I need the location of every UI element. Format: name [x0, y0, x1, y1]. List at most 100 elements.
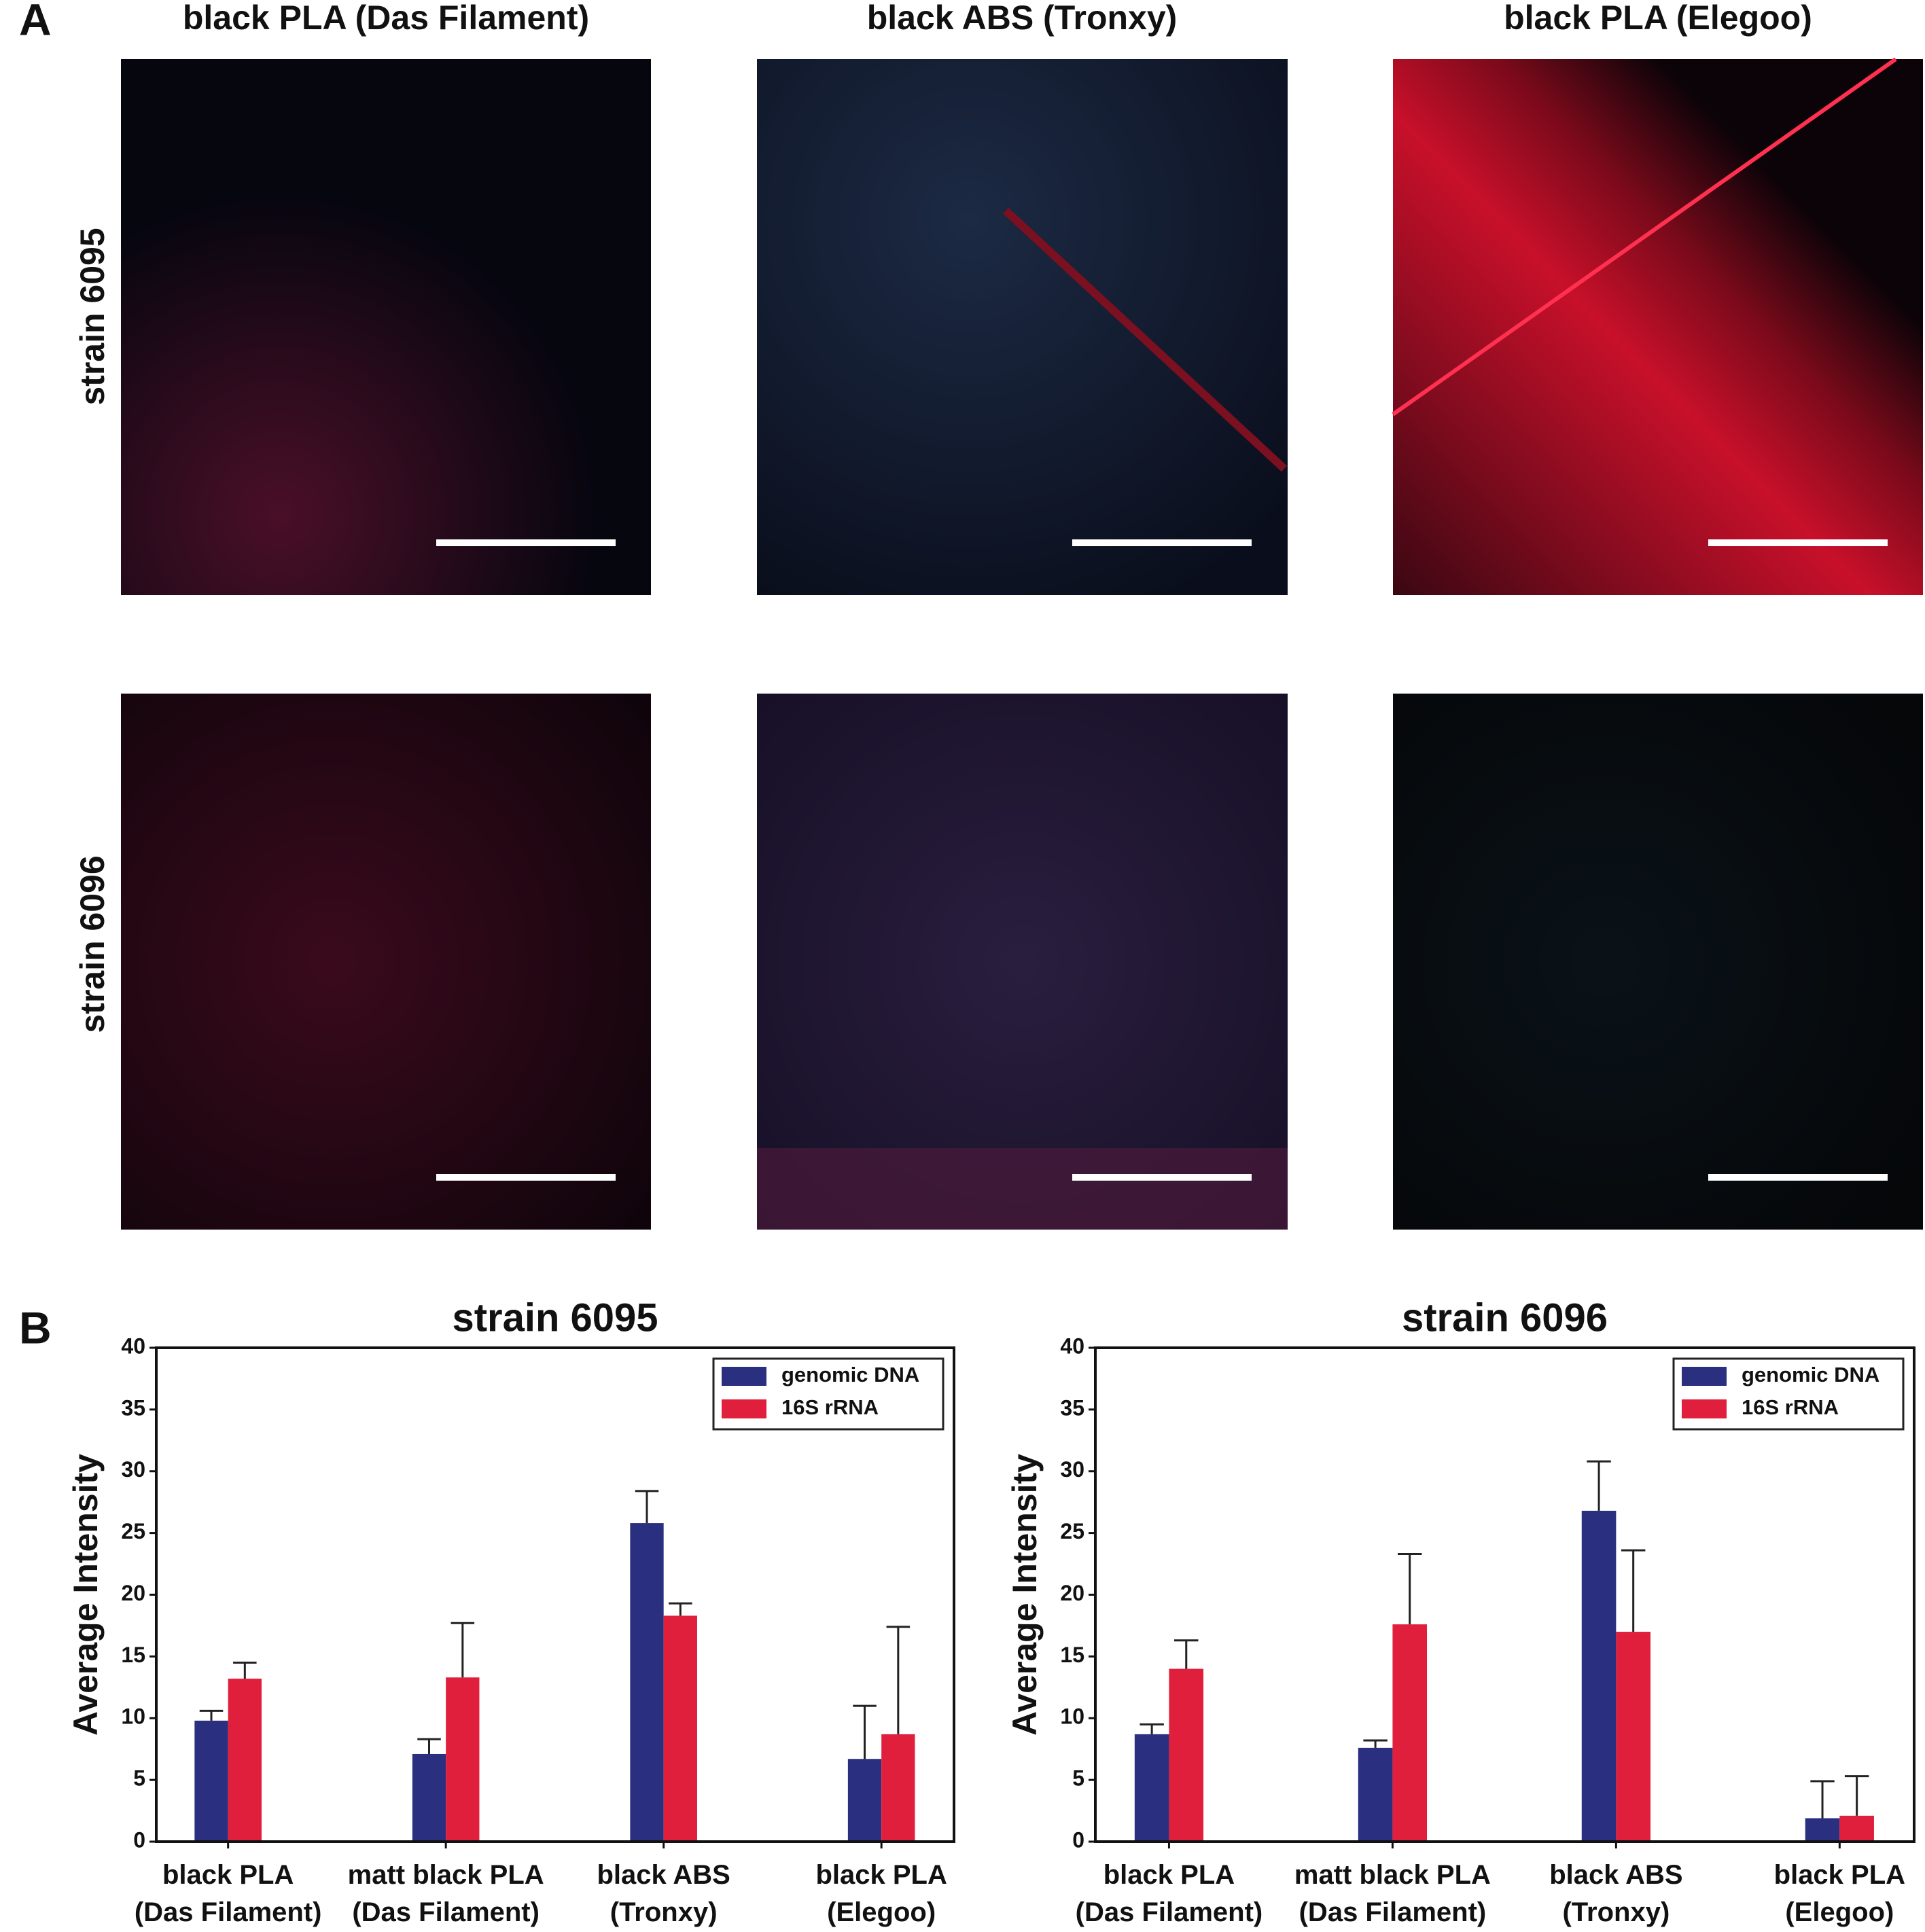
- error-bar: [451, 1622, 475, 1678]
- plot-frame: [1094, 1346, 1915, 1843]
- error-bar: [1398, 1553, 1422, 1625]
- bar: [194, 1720, 228, 1842]
- error-bar: [199, 1709, 224, 1721]
- error-bar: [669, 1602, 692, 1616]
- y-axis-label: Average Intensity: [67, 1454, 105, 1736]
- y-tick-label: 20: [1060, 1581, 1084, 1605]
- y-tick-label: 15: [1060, 1643, 1084, 1667]
- y-tick-label: 15: [121, 1643, 145, 1667]
- chart-title: strain 6095: [452, 1295, 658, 1340]
- error-bar: [1174, 1639, 1199, 1669]
- x-tick-label: matt black PLA (Das Filament): [1294, 1860, 1491, 1927]
- x-tick-label-line: black PLA: [1103, 1860, 1235, 1890]
- scale-bar: [436, 539, 616, 546]
- legend-label: 16S rRNA: [781, 1395, 879, 1419]
- scale-bar: [1072, 539, 1252, 546]
- panel-letter: B: [19, 1302, 52, 1353]
- error-bar: [1810, 1780, 1835, 1819]
- y-tick-label: 5: [1072, 1766, 1084, 1791]
- y-tick-label: 25: [1060, 1519, 1084, 1543]
- bar: [881, 1734, 915, 1842]
- x-tick-label-line: (Das Filament): [1299, 1897, 1487, 1927]
- y-tick-label: 5: [133, 1766, 145, 1791]
- x-tick-label-line: black PLA: [815, 1860, 947, 1890]
- micrograph: [757, 694, 1288, 1230]
- micrograph: [757, 59, 1288, 595]
- legend-label: genomic DNA: [1742, 1363, 1879, 1387]
- error-bar: [1587, 1460, 1611, 1511]
- scale-bar: [1708, 539, 1888, 546]
- y-tick-label: 25: [121, 1519, 145, 1543]
- legend-swatch: [722, 1367, 766, 1386]
- scale-bar: [1708, 1174, 1888, 1181]
- column-title: black PLA (Das Filament): [183, 0, 589, 37]
- x-tick-label-line: (Elegoo): [1785, 1897, 1894, 1927]
- micrograph: [121, 694, 651, 1230]
- bar: [630, 1523, 664, 1842]
- bar: [1169, 1668, 1204, 1842]
- bar: [228, 1679, 262, 1842]
- micrograph: [121, 59, 651, 595]
- x-tick-label: black PLA (Das Filament): [1076, 1860, 1263, 1927]
- x-tick-label: black ABS (Tronxy): [1549, 1860, 1682, 1927]
- x-tick-label: matt black PLA (Das Filament): [348, 1860, 544, 1927]
- micrograph-feature: [757, 1148, 1288, 1230]
- y-tick-label: 40: [121, 1334, 145, 1358]
- x-tick-label-line: (Das Filament): [352, 1897, 540, 1927]
- micrograph-feature: [1002, 207, 1288, 472]
- x-tick-label-line: matt black PLA: [1294, 1860, 1491, 1890]
- x-tick-label-line: (Tronxy): [1562, 1897, 1670, 1927]
- legend-label: genomic DNA: [781, 1363, 919, 1387]
- y-tick-label: 30: [1060, 1457, 1084, 1482]
- y-tick-label: 35: [121, 1395, 145, 1420]
- x-tick-label: black PLA (Elegoo): [1774, 1860, 1905, 1927]
- bar: [1616, 1632, 1650, 1842]
- y-tick-label: 20: [121, 1581, 145, 1605]
- x-tick-label-line: black PLA: [162, 1860, 294, 1890]
- x-tick-label-line: black PLA: [1774, 1860, 1905, 1890]
- error-bar: [1844, 1775, 1869, 1816]
- x-tick-label: black PLA (Elegoo): [815, 1860, 947, 1927]
- legend-swatch: [1682, 1367, 1727, 1386]
- column-title: black PLA (Elegoo): [1504, 0, 1812, 37]
- bar: [1805, 1818, 1840, 1842]
- y-tick-label: 30: [121, 1457, 145, 1482]
- x-tick-label-line: (Tronxy): [610, 1897, 718, 1927]
- micrograph: [1393, 694, 1923, 1230]
- error-bar: [233, 1661, 257, 1679]
- error-bar: [886, 1626, 911, 1734]
- legend-swatch: [722, 1399, 766, 1418]
- column-title: black ABS (Tronxy): [867, 0, 1178, 37]
- scale-bar: [1072, 1174, 1252, 1181]
- legend-label: 16S rRNA: [1742, 1395, 1839, 1419]
- bar: [847, 1759, 882, 1842]
- error-bar: [853, 1704, 877, 1759]
- bar: [1581, 1510, 1617, 1842]
- x-tick-label-line: (Elegoo): [827, 1897, 936, 1927]
- legend-swatch: [1682, 1399, 1727, 1418]
- panel-letter: A: [19, 0, 52, 44]
- x-tick-label-line: black ABS: [1549, 1860, 1682, 1890]
- error-bar: [635, 1490, 659, 1524]
- scale-bar: [436, 1174, 616, 1181]
- y-tick-label: 0: [1072, 1827, 1084, 1852]
- bar: [1839, 1815, 1874, 1842]
- bar: [446, 1677, 480, 1842]
- x-tick-label-line: (Das Filament): [1076, 1897, 1263, 1927]
- bar: [663, 1615, 697, 1842]
- y-tick-label: 10: [121, 1704, 145, 1729]
- x-tick-label-line: (Das Filament): [135, 1897, 322, 1927]
- error-bar: [1621, 1549, 1646, 1632]
- y-tick-label: 10: [1060, 1704, 1084, 1729]
- x-tick-label-line: matt black PLA: [348, 1860, 544, 1890]
- y-tick-label: 40: [1060, 1334, 1084, 1358]
- x-tick-label: black PLA (Das Filament): [135, 1860, 322, 1927]
- x-tick-label-line: black ABS: [597, 1860, 730, 1890]
- micrographs: [121, 57, 1923, 1230]
- y-tick-label: 35: [1060, 1395, 1084, 1420]
- micrograph-feature: [1392, 57, 1897, 416]
- error-bar: [417, 1738, 441, 1754]
- bar: [1392, 1624, 1428, 1842]
- row-label: strain 6096: [73, 855, 111, 1033]
